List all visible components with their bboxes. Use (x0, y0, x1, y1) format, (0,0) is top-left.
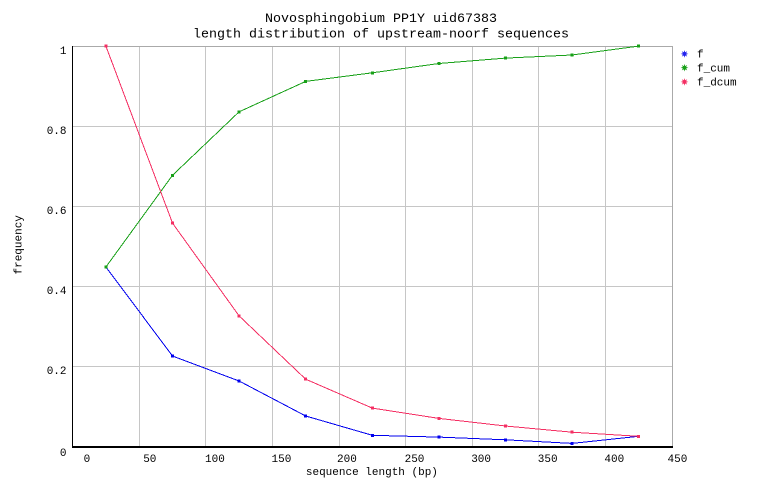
svg-text:0.8: 0.8 (47, 126, 67, 138)
svg-text:Novosphingobium PP1Y uid67383: Novosphingobium PP1Y uid67383 (265, 12, 497, 27)
svg-text:sequence length (bp): sequence length (bp) (306, 467, 438, 479)
svg-text:f: f (697, 49, 704, 61)
svg-text:0.6: 0.6 (47, 206, 67, 218)
svg-text:400: 400 (604, 454, 624, 466)
svg-text:100: 100 (205, 454, 225, 466)
svg-text:200: 200 (337, 454, 357, 466)
svg-text:0: 0 (84, 454, 91, 466)
svg-text:f_cum: f_cum (697, 63, 730, 75)
svg-text:frequency: frequency (14, 215, 26, 275)
svg-text:250: 250 (405, 454, 425, 466)
svg-text:f_dcum: f_dcum (697, 77, 737, 89)
svg-text:0.4: 0.4 (47, 286, 67, 298)
svg-text:350: 350 (538, 454, 558, 466)
svg-text:450: 450 (668, 454, 688, 466)
svg-text:300: 300 (471, 454, 491, 466)
svg-text:50: 50 (143, 454, 156, 466)
svg-text:0: 0 (60, 448, 67, 460)
svg-text:length distribution of upstrea: length distribution of upstream-noorf se… (193, 28, 569, 43)
svg-text:150: 150 (272, 454, 292, 466)
svg-text:1: 1 (60, 46, 67, 58)
svg-text:0.2: 0.2 (47, 366, 67, 378)
